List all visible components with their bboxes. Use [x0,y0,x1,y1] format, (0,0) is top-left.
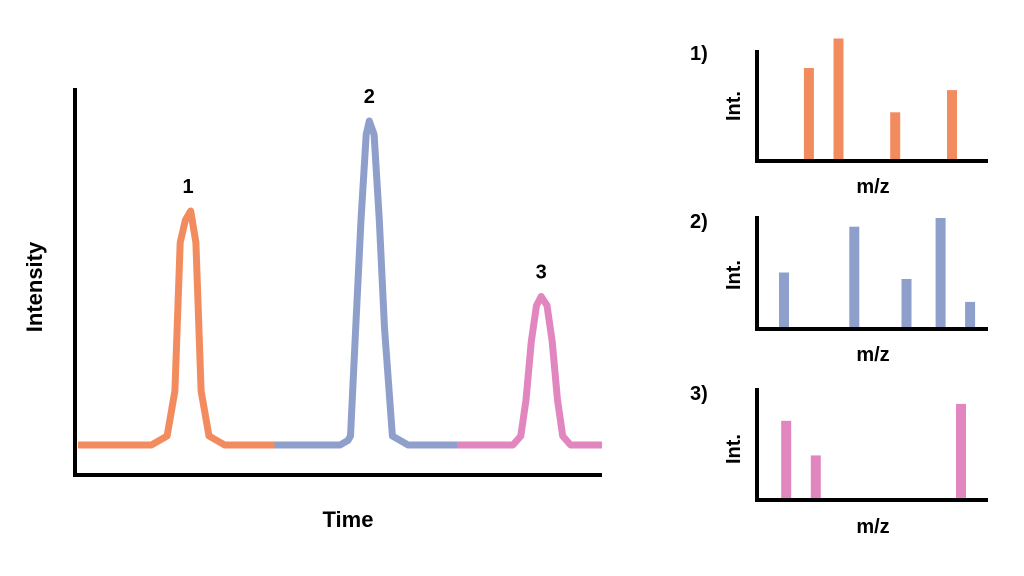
spectrum-2-bar [935,218,946,327]
spectrum-2-label: 2) [690,211,708,233]
spectrum-2-bar [849,226,860,327]
mass-spectrum-3: 3) Int. m/z [690,383,988,538]
spectrum-1-bar [890,112,901,159]
spectrum-1-label: 1) [690,43,708,65]
spectrum-3-bar [810,455,821,498]
spectrum-2-y-label: Int. [723,260,745,290]
y-axis-label: Intensity [22,241,47,332]
mass-spectrum-1: 1) Int. m/z [690,38,988,198]
spectrum-1-x-label: m/z [856,176,889,198]
spectrum-3-y-label: Int. [723,434,745,464]
spectrum-1-bars [803,38,957,159]
spectrum-2-bars [779,218,976,327]
spectrum-3-axes [755,388,988,502]
peak-labels: 1 2 3 [182,86,546,284]
spectrum-2-x-label: m/z [856,344,889,366]
spectrum-3-label: 3) [690,383,708,405]
peak-3-label: 3 [536,262,547,284]
spectrum-2-axes [755,216,988,331]
peak-1-label: 1 [182,176,193,198]
chromatogram-axes [73,88,602,477]
spectrum-1-bar [947,90,957,159]
chromatogram-chart: 1 2 3 Intensity Time [22,86,602,532]
spectrum-1-axes [755,50,988,163]
spectrum-2-bar [779,272,789,327]
peak-1-line [78,207,275,449]
spectrum-3-bars [781,403,966,498]
mass-spectrum-2: 2) Int. m/z [690,211,988,366]
spectrum-1-y-label: Int. [723,91,745,121]
spectrum-3-bar [956,403,966,498]
peak-2-label: 2 [364,86,375,108]
chromatogram-lines [78,117,602,449]
spectrum-2-bar [965,301,976,327]
spectrum-1-bar [833,38,844,159]
peak-2-line [274,117,458,449]
spectrum-3-x-label: m/z [856,516,889,538]
spectrum-1-bar [803,68,814,159]
spectrum-3-bar [781,420,792,498]
x-axis-label: Time [323,507,374,532]
spectrum-2-bar [901,279,912,327]
peak-3-line [457,293,602,449]
